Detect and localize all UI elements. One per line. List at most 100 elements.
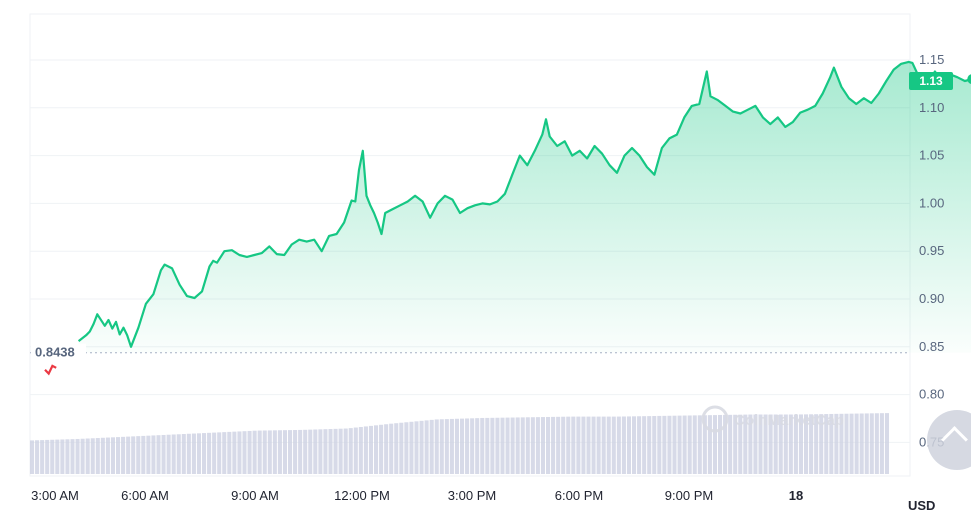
volume-bar bbox=[798, 414, 803, 474]
volume-bar bbox=[874, 413, 879, 474]
volume-bar bbox=[657, 415, 662, 474]
volume-bar bbox=[465, 418, 470, 474]
volume-bar bbox=[829, 413, 834, 474]
volume-bar bbox=[323, 429, 328, 474]
volume-bar bbox=[601, 416, 606, 474]
volume-bar bbox=[399, 422, 404, 474]
y-tick-label: 0.80 bbox=[919, 387, 944, 402]
base-label-bg bbox=[31, 343, 86, 360]
volume-bar bbox=[642, 416, 647, 474]
volume-bar bbox=[95, 438, 100, 474]
y-tick-label: 1.00 bbox=[919, 195, 944, 210]
volume-bar bbox=[768, 414, 773, 474]
volume-bar bbox=[647, 416, 652, 474]
area-fill bbox=[78, 61, 971, 353]
volume-bar bbox=[748, 414, 753, 474]
volume-bar bbox=[161, 434, 166, 474]
volume-bar bbox=[556, 416, 561, 474]
volume-bar bbox=[551, 416, 556, 474]
y-tick-label: 0.85 bbox=[919, 339, 944, 354]
chevron-up-icon bbox=[941, 426, 968, 453]
volume-bar bbox=[591, 416, 596, 474]
volume-bar bbox=[546, 416, 551, 474]
watermark: CoinMarketCap bbox=[701, 405, 844, 433]
scroll-to-top-button[interactable] bbox=[927, 410, 971, 470]
y-tick-label: 1.05 bbox=[919, 148, 944, 163]
volume-bar bbox=[505, 417, 510, 474]
volume-bar bbox=[606, 416, 611, 474]
volume-bar bbox=[100, 437, 105, 474]
volume-bar bbox=[298, 429, 303, 474]
volume-bar bbox=[414, 421, 419, 474]
volume-bar bbox=[530, 417, 535, 474]
base-line: 0.8438 bbox=[30, 343, 910, 360]
volume-bar bbox=[151, 435, 156, 474]
current-price-tag: 1.13 bbox=[909, 72, 953, 90]
volume-bar bbox=[308, 429, 313, 474]
y-axis: 1.151.101.051.000.950.900.850.800.75 bbox=[919, 52, 944, 449]
volume-bar bbox=[667, 415, 672, 474]
y-tick-label: 0.95 bbox=[919, 243, 944, 258]
volume-bar bbox=[247, 430, 252, 474]
x-tick-label: 6:00 PM bbox=[555, 488, 603, 503]
y-tick-label: 1.10 bbox=[919, 100, 944, 115]
price-tag-label: 1.13 bbox=[919, 74, 943, 88]
volume-bar bbox=[449, 418, 454, 474]
volume-bar bbox=[379, 424, 384, 474]
volume-bar bbox=[348, 428, 353, 474]
volume-bar bbox=[40, 440, 45, 474]
volume-bar bbox=[424, 420, 429, 474]
volume-bar bbox=[849, 413, 854, 474]
volume-bar bbox=[85, 438, 90, 474]
volume-bar bbox=[500, 417, 505, 474]
price-area bbox=[44, 60, 971, 376]
x-tick-label: 3:00 PM bbox=[448, 488, 496, 503]
volume-bar bbox=[738, 414, 743, 474]
volume-bar bbox=[252, 430, 257, 474]
volume-bar bbox=[490, 417, 495, 474]
price-line-up bbox=[77, 60, 971, 348]
volume-bar bbox=[626, 416, 631, 474]
volume-bar bbox=[814, 414, 819, 474]
price-tag-bg bbox=[909, 72, 953, 90]
volume-bar bbox=[718, 414, 723, 474]
volume-bar bbox=[637, 416, 642, 474]
watermark-text: CoinMarketCap bbox=[734, 412, 844, 429]
volume-bar bbox=[884, 413, 889, 474]
x-tick-label: 3:00 AM bbox=[31, 488, 79, 503]
volume-bar bbox=[454, 418, 459, 474]
volume-bar bbox=[358, 426, 363, 474]
price-line-down bbox=[44, 364, 57, 376]
volume-bar bbox=[227, 431, 232, 474]
volume-bar bbox=[596, 416, 601, 474]
x-tick-label: 9:00 PM bbox=[665, 488, 713, 503]
volume-bar bbox=[510, 417, 515, 474]
volume-bar bbox=[733, 414, 738, 474]
volume-bar bbox=[697, 415, 702, 474]
volume-bar bbox=[171, 434, 176, 474]
volume-bar bbox=[293, 430, 298, 474]
volume-bar bbox=[202, 433, 207, 474]
volume-bar bbox=[728, 414, 733, 474]
volume-bar bbox=[540, 417, 545, 474]
volume-bar bbox=[217, 432, 222, 474]
volume-bar bbox=[844, 413, 849, 474]
volume-bar bbox=[328, 429, 333, 474]
watermark-logo-icon bbox=[701, 405, 729, 433]
volume-bar bbox=[824, 414, 829, 474]
volume-bar bbox=[707, 415, 712, 474]
x-tick-label: 9:00 AM bbox=[231, 488, 279, 503]
volume-bar bbox=[758, 414, 763, 474]
volume-bar bbox=[743, 414, 748, 474]
volume-bar bbox=[485, 417, 490, 474]
y-tick-label: 1.15 bbox=[919, 52, 944, 67]
volume-bars bbox=[30, 413, 889, 474]
volume-bar bbox=[65, 439, 70, 474]
volume-bar bbox=[793, 414, 798, 474]
volume-bar bbox=[110, 437, 115, 474]
volume-bar bbox=[318, 429, 323, 474]
volume-bar bbox=[576, 416, 581, 474]
volume-bar bbox=[288, 430, 293, 474]
volume-bar bbox=[702, 415, 707, 474]
volume-bar bbox=[444, 419, 449, 474]
